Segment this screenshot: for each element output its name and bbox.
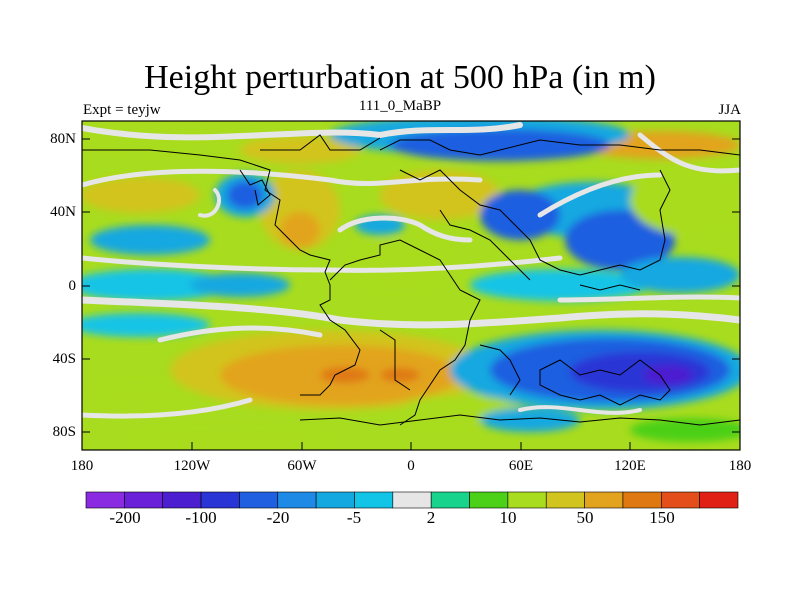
colorbar-swatch	[699, 491, 739, 509]
colorbar-swatch	[124, 491, 164, 509]
period-label: 111_0_MaBP	[358, 98, 442, 114]
colorbar-swatch	[315, 491, 355, 509]
season-label: JJA	[718, 102, 741, 118]
colorbar-swatch	[239, 491, 279, 509]
colorbar-swatch	[85, 491, 125, 509]
x-tick-label: 0	[407, 458, 415, 474]
colorbar-label: -100	[185, 508, 217, 527]
colorbar-swatch	[545, 491, 585, 509]
colorbar-label: 10	[499, 508, 517, 527]
colorbar-label: 150	[649, 508, 675, 527]
x-tick-label: 120E	[614, 458, 646, 474]
x-tick-label: 180	[70, 458, 94, 474]
y-tick-label: 0	[68, 278, 77, 294]
x-tick-label: 120W	[173, 458, 211, 474]
y-tick-label: 40N	[50, 204, 76, 220]
y-tick-label: 80N	[50, 131, 76, 147]
axis-ticks	[81, 138, 741, 450]
contour-field	[82, 121, 740, 450]
colorbar-label: 2	[426, 508, 436, 527]
colorbar-swatch	[430, 491, 470, 509]
colorbar-swatch	[507, 491, 547, 509]
colorbar-swatch	[277, 491, 317, 509]
colorbar-swatch	[354, 491, 394, 509]
colorbar-swatch	[622, 491, 662, 509]
colorbar-swatch	[200, 491, 240, 509]
x-tick-label: 180	[728, 458, 752, 474]
colorbar-label: -5	[346, 508, 362, 527]
experiment-label: Expt = teyjw	[83, 102, 161, 118]
colorbar-swatch	[469, 491, 509, 509]
colorbar-swatch	[392, 491, 432, 509]
colorbar	[85, 491, 739, 509]
y-tick-label: 80S	[52, 424, 76, 440]
colorbar-swatch	[660, 491, 700, 509]
colorbar-label: -200	[109, 508, 141, 527]
x-tick-label: 60W	[287, 458, 317, 474]
colorbar-label: 50	[576, 508, 594, 527]
colorbar-swatch	[584, 491, 624, 509]
land-outlines	[82, 134, 740, 426]
colorbar-label: -20	[266, 508, 290, 527]
chart-title: Height perturbation at 500 hPa (in m)	[144, 59, 656, 96]
colorbar-swatch	[162, 491, 202, 509]
y-tick-label: 40S	[52, 351, 76, 367]
x-tick-label: 60E	[508, 458, 534, 474]
